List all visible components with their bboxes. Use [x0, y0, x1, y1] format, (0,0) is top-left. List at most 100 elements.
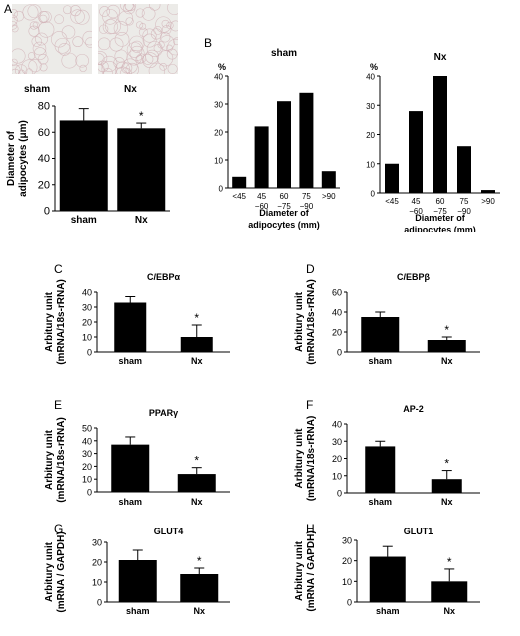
cell-outline — [149, 0, 161, 11]
y-tick-label: 30 — [342, 536, 352, 546]
cell-outline — [54, 14, 64, 25]
cell-outline — [35, 32, 48, 46]
cell-outline — [38, 14, 48, 24]
y-tick-label: 10 — [214, 157, 223, 166]
cell-outline — [97, 37, 111, 51]
cell-outline — [141, 6, 156, 21]
y-tick-label: 10 — [92, 578, 102, 588]
cell-outline — [135, 8, 145, 18]
cell-outline — [167, 63, 178, 74]
y-tick-label: 20 — [82, 318, 92, 328]
category-label: Nx — [191, 356, 203, 366]
significance-marker: * — [194, 311, 199, 325]
panel-letter-f: F — [306, 398, 314, 412]
cell-outline — [39, 10, 52, 24]
cell-outline — [61, 25, 76, 39]
y-tick-label: 30 — [366, 102, 375, 111]
cell-outline — [101, 55, 118, 73]
y-axis-label: Arbitury unit — [294, 428, 305, 489]
cell-outline — [155, 16, 172, 33]
significance-marker: * — [444, 457, 449, 471]
unit-label: % — [218, 62, 226, 72]
category-label: −60 — [255, 202, 269, 211]
cell-outline — [69, 5, 81, 17]
y-tick-label: 30 — [214, 101, 223, 110]
cell-outline — [119, 0, 134, 12]
y-axis-label: Arbitury unit — [294, 540, 305, 601]
category-label: sham — [71, 215, 97, 226]
cell-outline — [114, 49, 128, 63]
y-axis-label: (mRNA/18s-rRNA) — [306, 279, 317, 365]
chart-title: C/EBPα — [147, 272, 181, 282]
x-axis-label: Diameter of — [259, 208, 310, 218]
y-tick-label: 40 — [82, 436, 92, 446]
category-label: sham — [118, 356, 142, 366]
y-tick-label: 40 — [332, 420, 342, 430]
cell-outline — [74, 9, 90, 25]
panel-letter-g: G — [54, 522, 64, 536]
chart-title: AP-2 — [403, 404, 424, 414]
cell-outline — [153, 44, 162, 53]
y-tick-label: 40 — [38, 153, 50, 165]
cell-outline — [102, 19, 118, 35]
y-tick-label: 30 — [92, 538, 102, 548]
micrograph-background — [12, 4, 92, 74]
category-label: sham — [126, 606, 150, 616]
y-axis-label: adipocytes (μm) — [18, 120, 29, 197]
category-label: Nx — [193, 606, 205, 616]
cell-outline — [159, 63, 168, 71]
category-label: sham — [376, 606, 400, 616]
y-axis-label: (mRNA/18s-rRNA) — [56, 279, 67, 365]
bar — [254, 126, 269, 188]
y-tick-label: 10 — [342, 577, 352, 587]
cell-outline — [106, 4, 120, 19]
unit-label: % — [370, 62, 378, 72]
y-tick-label: 20 — [342, 556, 352, 566]
y-tick-label: 0 — [219, 185, 224, 194]
cell-outline — [139, 23, 147, 30]
category-label: >90 — [481, 197, 495, 206]
cell-outline — [22, 4, 39, 21]
y-tick-label: 0 — [347, 598, 352, 608]
cell-outline — [51, 31, 68, 48]
cell-outline — [63, 5, 72, 15]
cell-outline — [58, 42, 71, 56]
bar — [299, 92, 314, 188]
cell-outline — [109, 37, 124, 52]
y-axis-label: Arbitury unit — [294, 291, 305, 352]
y-tick-label: 20 — [38, 179, 50, 191]
chart-title: GLUT4 — [154, 528, 184, 536]
y-axis-label: Diameter of — [6, 130, 17, 186]
category-label: −90 — [457, 207, 471, 216]
category-label: 45 — [412, 197, 421, 206]
micrograph-nx-texture — [93, 0, 184, 82]
cell-outline — [125, 17, 134, 26]
cell-outline — [129, 45, 145, 61]
cell-outline — [146, 41, 163, 57]
bar — [361, 317, 400, 352]
y-tick-label: 40 — [366, 73, 375, 82]
category-label: 75 — [302, 192, 311, 201]
cell-outline — [39, 63, 48, 72]
cell-outline — [33, 47, 47, 60]
cell-outline — [79, 64, 87, 73]
bar — [177, 474, 216, 492]
panel-letter-e: E — [54, 398, 63, 412]
y-tick-label: 0 — [337, 489, 342, 499]
cell-outline — [114, 32, 130, 47]
chart-title: GLUT1 — [404, 528, 434, 536]
y-tick-label: 20 — [332, 454, 342, 464]
cell-outline — [32, 41, 47, 56]
y-tick-label: 0 — [44, 206, 50, 218]
y-tick-label: 0 — [371, 190, 376, 199]
category-label: 60 — [436, 197, 445, 206]
cell-outline — [38, 21, 55, 38]
y-axis-label: (mRNA/18s-rRNA) — [56, 417, 67, 503]
cell-outline — [13, 10, 25, 22]
cell-outline — [32, 21, 40, 29]
category-label: −75 — [277, 202, 291, 211]
y-tick-label: 20 — [332, 328, 342, 338]
bar — [365, 446, 396, 493]
micrograph-nx — [93, 0, 184, 82]
bar — [431, 479, 462, 493]
